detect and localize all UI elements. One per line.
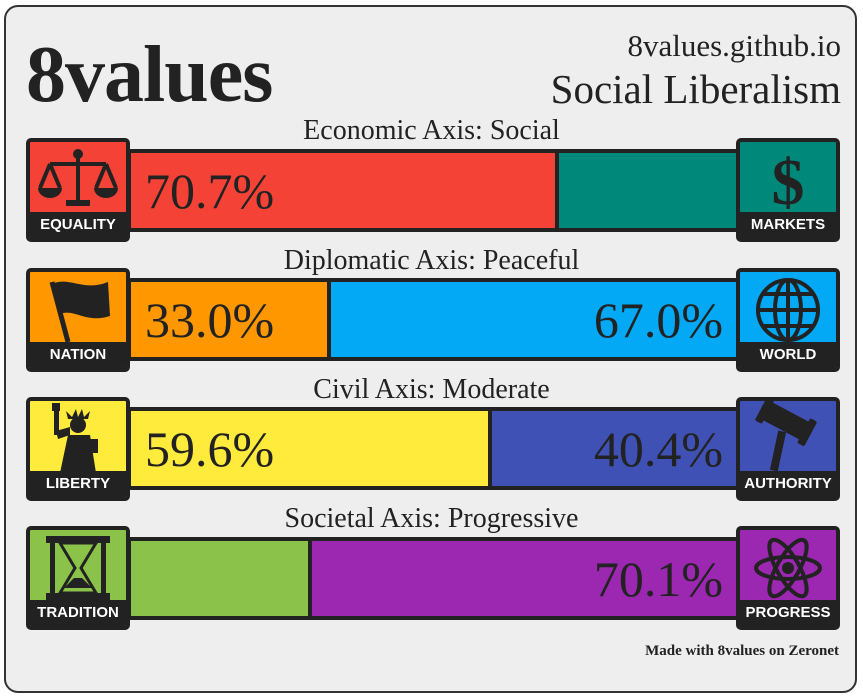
civil-right-percent: 40.4% — [593, 420, 723, 477]
icon-caption: AUTHORITY — [740, 471, 836, 497]
economic-left-percent: 70.7% — [145, 162, 275, 219]
atom-icon: PROGRESS — [736, 526, 840, 630]
dollar-icon: $ MARKETS — [736, 138, 840, 242]
gavel-icon: AUTHORITY — [736, 397, 840, 501]
hourglass-icon: TRADITION — [26, 526, 130, 630]
diplomatic-bar: 33.0% 67.0% — [127, 278, 741, 361]
icon-caption: EQUALITY — [30, 212, 126, 238]
diplomatic-left-percent: 33.0% — [145, 291, 275, 348]
axis-label-economic: Economic Axis: Social — [303, 115, 560, 146]
icon-caption: LIBERTY — [30, 471, 126, 497]
economic-right-fill — [559, 153, 737, 228]
societal-right-percent: 70.1% — [593, 550, 723, 607]
icon-caption: WORLD — [740, 342, 836, 368]
economic-left-fill: 70.7% — [131, 153, 560, 228]
statue-of-liberty-icon: LIBERTY — [26, 397, 130, 501]
svg-text:$: $ — [772, 146, 805, 214]
civil-bar: 59.6% 40.4% — [127, 407, 741, 490]
civil-left-fill: 59.6% — [131, 411, 493, 486]
scales-icon: EQUALITY — [26, 138, 130, 242]
axis-label-diplomatic: Diplomatic Axis: Peaceful — [283, 245, 580, 276]
societal-left-fill — [131, 541, 313, 616]
diplomatic-left-fill: 33.0% — [131, 282, 331, 357]
flag-icon: NATION — [26, 268, 130, 372]
footer-credit: Made with 8values on Zeronet — [645, 643, 839, 659]
site-url[interactable]: 8values.github.io — [627, 28, 841, 63]
icon-caption: TRADITION — [30, 600, 126, 626]
economic-bar: 70.7% — [127, 149, 741, 232]
ideology-result: Social Liberalism — [550, 66, 841, 112]
civil-right-fill: 40.4% — [492, 411, 737, 486]
societal-right-fill: 70.1% — [312, 541, 737, 616]
axis-label-civil: Civil Axis: Moderate — [313, 374, 550, 405]
icon-caption: MARKETS — [740, 212, 836, 238]
globe-icon: WORLD — [736, 268, 840, 372]
axis-label-societal: Societal Axis: Progressive — [284, 503, 579, 534]
civil-left-percent: 59.6% — [145, 420, 275, 477]
icon-caption: NATION — [30, 342, 126, 368]
icon-caption: PROGRESS — [740, 600, 836, 626]
brand-title: 8values — [26, 31, 273, 119]
diplomatic-right-fill: 67.0% — [330, 282, 737, 357]
diplomatic-right-percent: 67.0% — [593, 291, 723, 348]
societal-bar: 70.1% — [127, 537, 741, 620]
